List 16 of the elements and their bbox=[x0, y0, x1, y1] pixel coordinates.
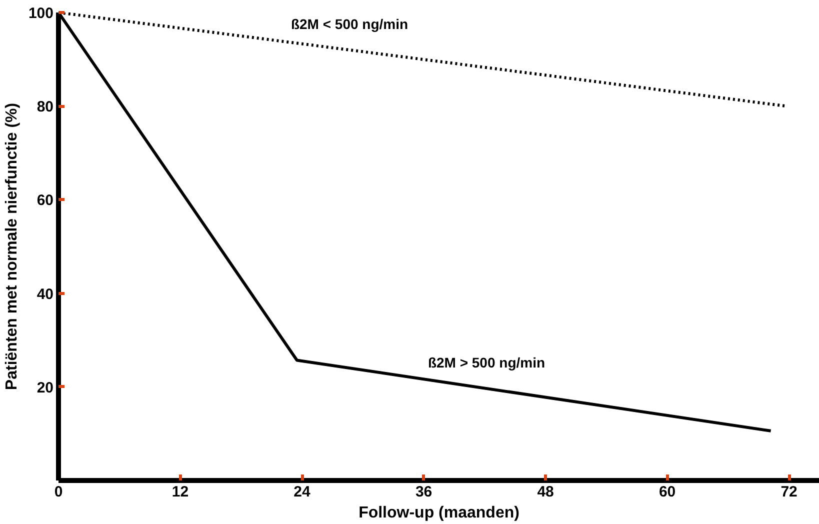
x-tick-label: 24 bbox=[294, 484, 312, 500]
y-axis-title: Patiënten met normale nierfunctie (%) bbox=[3, 102, 20, 390]
x-tick-label: 12 bbox=[172, 484, 189, 500]
y-tick-label: 100 bbox=[28, 5, 54, 22]
y-tick-label: 20 bbox=[36, 379, 54, 396]
x-axis-title: Follow-up (maanden) bbox=[358, 504, 520, 522]
y-tick-label: 80 bbox=[36, 98, 54, 116]
x-tick-label: 48 bbox=[537, 484, 554, 500]
y-tick-label: 60 bbox=[36, 192, 54, 210]
y-tick-label: 40 bbox=[36, 286, 54, 303]
series-label: ß2M < 500 ng/min bbox=[290, 16, 408, 32]
series-label: ß2M > 500 ng/min bbox=[428, 354, 546, 370]
x-tick-label: 36 bbox=[415, 484, 432, 500]
x-tick-label: 72 bbox=[780, 484, 798, 500]
x-tick-label: 0 bbox=[54, 484, 63, 500]
x-tick-label: 60 bbox=[658, 484, 676, 500]
